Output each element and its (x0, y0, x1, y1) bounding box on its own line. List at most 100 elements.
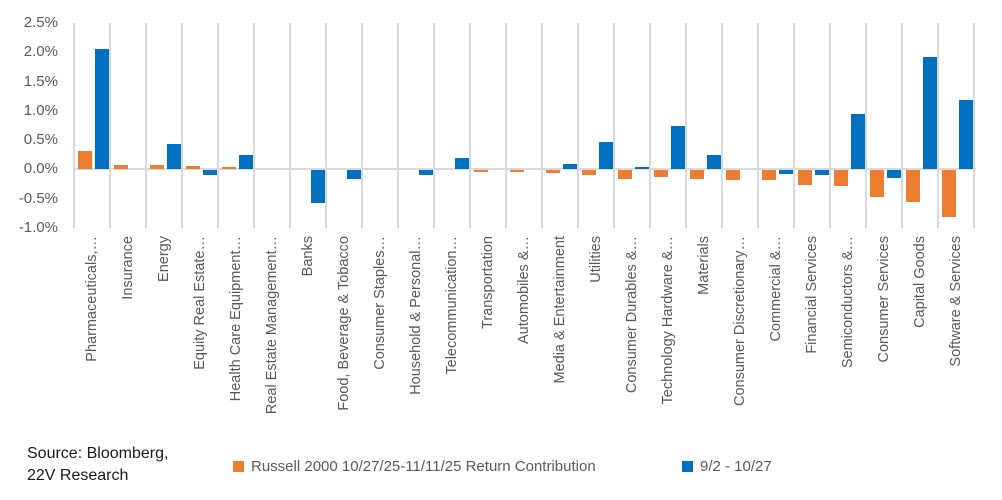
gridline (217, 23, 219, 228)
x-axis-category-label-text: Media & Entertainment (552, 236, 568, 384)
x-axis-category-label: Telecommunication… (434, 236, 470, 441)
bar-russell (78, 151, 92, 170)
legend-item-benchmark: 9/2 - 10/27 (682, 458, 772, 475)
gridline (973, 23, 975, 228)
x-axis-category-label: Food, Beverage & Tobacco (326, 236, 362, 441)
x-axis-category-label-text: Telecommunication… (444, 236, 460, 375)
x-axis-category-label: Energy (146, 236, 182, 441)
bar-russell (222, 167, 236, 170)
bar-russell (726, 170, 740, 181)
bar-russell (186, 165, 200, 170)
bar-russell (114, 164, 128, 170)
bar-benchmark (239, 155, 253, 170)
gridline (829, 23, 831, 228)
x-axis-category-label-text: Technology Hardware &… (660, 236, 676, 405)
x-axis-category-label-text: Consumer Services (876, 236, 892, 363)
gridline (361, 23, 363, 228)
bar-benchmark (203, 170, 217, 176)
x-axis-category-label: Materials (686, 236, 722, 441)
x-axis-category-label-text: Energy (156, 236, 172, 282)
x-axis-category-label-text: Financial Services (804, 236, 820, 354)
bar-benchmark (635, 167, 649, 170)
bar-russell (618, 170, 632, 180)
gridline (757, 23, 759, 228)
bar-benchmark (95, 49, 109, 170)
x-axis-category-label-text: Health Care Equipment… (228, 236, 244, 402)
x-axis-category-label-text: Utilities (588, 236, 604, 283)
gridline (181, 23, 183, 228)
x-axis-category-label-text: Consumer Staples… (372, 236, 388, 370)
bar-benchmark (707, 155, 721, 170)
bar-benchmark (419, 170, 433, 175)
y-axis-tick-label: 2.0% (23, 43, 58, 61)
y-axis-tick-label: -1.0% (18, 219, 58, 236)
x-axis-category-label: Utilities (578, 236, 614, 441)
bar-benchmark (455, 157, 469, 170)
gridline (289, 23, 291, 228)
y-axis-tick-label: -0.5% (18, 189, 58, 207)
x-axis-category-label: Commercial &… (758, 236, 794, 441)
bar-benchmark (815, 170, 829, 175)
bar-russell (150, 164, 164, 170)
y-axis: 2.5% 2.0% 1.5% 1.0% 0.5% 0.0% -0.5% -1.0% (0, 0, 60, 240)
x-axis-category-label: Consumer Discretionary… (722, 236, 758, 441)
gridline (73, 23, 75, 228)
bar-benchmark (923, 56, 937, 170)
bar-russell (906, 170, 920, 203)
gridline (685, 23, 687, 228)
gridline (505, 23, 507, 228)
y-axis-tick-label: 0.0% (23, 160, 58, 178)
bar-russell (762, 170, 776, 180)
legend-label-benchmark: 9/2 - 10/27 (700, 458, 772, 475)
bar-russell (942, 170, 956, 218)
x-axis-category-label: Insurance (110, 236, 146, 441)
legend-marker-russell-icon (233, 461, 244, 472)
bar-benchmark (311, 170, 325, 203)
source-note: Source: Bloomberg, 22V Research (27, 443, 168, 487)
x-axis-category-label: Banks (290, 236, 326, 441)
gridline (613, 23, 615, 228)
bar-russell (510, 170, 524, 173)
x-axis-category-label: Transportation (470, 236, 506, 441)
x-axis-category-label-text: Household & Personal… (408, 236, 424, 395)
gridline (577, 23, 579, 228)
gridline (145, 23, 147, 228)
x-axis-category-label-text: Transportation (480, 236, 496, 329)
legend-marker-benchmark-icon (682, 461, 693, 472)
bar-russell (870, 170, 884, 197)
bar-russell (654, 170, 668, 178)
source-note-line2: 22V Research (27, 467, 129, 484)
x-axis-category-label: Real Estate Management… (254, 236, 290, 441)
gridline (901, 23, 903, 228)
x-axis-category-label: Pharmaceuticals,… (74, 236, 110, 441)
x-axis-category-label: Semiconductors &… (830, 236, 866, 441)
bar-benchmark (851, 114, 865, 170)
x-axis-category-label-text: Semiconductors &… (840, 236, 856, 369)
legend-item-russell: Russell 2000 10/27/25-11/11/25 Return Co… (233, 458, 596, 475)
source-note-line1: Source: Bloomberg, (27, 445, 169, 462)
x-axis-category-label-text: Food, Beverage & Tobacco (336, 236, 352, 411)
bar-russell (546, 170, 560, 174)
legend-label-russell: Russell 2000 10/27/25-11/11/25 Return Co… (251, 458, 596, 475)
bar-benchmark (167, 143, 181, 170)
y-axis-tick-label: 2.5% (23, 14, 58, 31)
bar-russell (474, 170, 488, 173)
x-axis-category-label-text: Equity Real Estate… (192, 236, 208, 370)
gridline (469, 23, 471, 228)
gridline (433, 23, 435, 228)
x-axis-line (74, 168, 976, 171)
x-axis-category-label: Household & Personal… (398, 236, 434, 441)
bar-benchmark (779, 170, 793, 174)
bar-benchmark (347, 170, 361, 180)
y-axis-tick-label: 1.0% (23, 101, 58, 119)
bar-benchmark (563, 164, 577, 170)
x-axis-category-label-text: Consumer Discretionary… (732, 236, 748, 407)
bar-russell (834, 170, 848, 187)
gridline (649, 23, 651, 228)
x-axis-category-label: Health Care Equipment… (218, 236, 254, 441)
x-axis-category-label: Equity Real Estate… (182, 236, 218, 441)
bar-benchmark (671, 125, 685, 170)
gridline (865, 23, 867, 228)
x-axis-category-label-text: Software & Services (948, 236, 964, 367)
